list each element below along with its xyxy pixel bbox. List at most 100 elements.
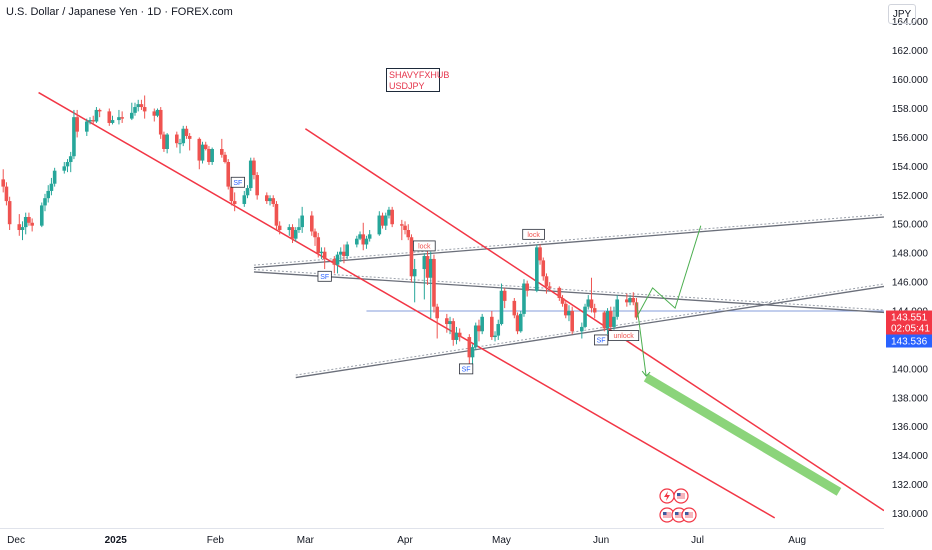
candle-body [39,205,44,226]
candle [68,151,73,173]
candle-body [75,117,79,132]
trend-line-dotted [295,283,885,376]
candle [547,282,552,291]
us-flag-icon[interactable] [681,507,697,523]
candle [75,109,79,138]
candle [117,109,121,125]
candle-body [538,247,542,261]
candle [84,118,89,136]
candle [451,318,456,346]
event-icons[interactable] [659,488,697,523]
candle [91,115,96,125]
candle-body [4,186,9,202]
candle [268,195,272,206]
drawings-front: SF SF lock SF lock SF unlock [230,176,702,377]
symbol-title[interactable]: U.S. Dollar / Japanese Yen · 1D · FOREX.… [6,6,233,18]
candle-body [400,224,404,226]
price-tick-label: 136.000 [892,422,929,433]
candle [518,311,523,333]
current-price-bg [886,310,932,335]
candle [133,102,137,116]
candle [557,286,562,301]
candle [560,295,565,307]
candle [129,102,134,121]
candle-body [274,203,279,226]
time-tick-label: Jun [593,535,609,546]
candle [586,295,591,310]
time-tick-label: Dec [7,535,25,546]
candle-body [332,258,337,265]
candle-body [162,134,166,149]
currency-button[interactable]: JPY [888,4,916,24]
candle [88,117,92,125]
time-axis[interactable]: Dec 2025 Feb Mar Apr May Jun Jul Aug [0,528,884,547]
candle [293,227,298,242]
annotation-box [608,330,640,342]
candle [380,212,385,229]
candle [538,244,542,265]
candle-body [52,170,57,184]
candle [220,138,224,158]
current-price-label: 143.551 [891,313,928,324]
candle-body [313,231,317,238]
candle [110,115,115,125]
us-flag-icon[interactable] [673,488,689,504]
candle-body [178,143,182,145]
candle [248,157,253,191]
candle-body [409,237,414,277]
candle-body [634,302,639,318]
candle [310,211,314,236]
flag-canton [663,512,667,515]
candle [200,141,205,164]
candle-body [422,256,427,270]
candle [27,212,31,226]
candle-body [541,260,546,277]
candle [454,326,459,345]
candle-body [68,156,73,163]
candle [522,279,526,317]
annotation-text: SF [233,180,242,187]
candle [490,311,494,340]
candle-body [265,195,269,202]
candle [20,221,25,241]
candle-body [631,297,636,303]
candle-body [390,209,394,225]
lightning-icon[interactable] [659,488,675,504]
candle [535,244,539,293]
price-axis[interactable]: 130.000 132.000 134.000 136.000 138.000 140.0… [884,0,932,550]
price-tick-label: 140.000 [892,364,929,375]
candle-body [342,251,346,257]
annotation-sf: SF [459,363,474,375]
candle [496,319,501,340]
candle [223,151,227,164]
candle-body [200,144,205,161]
candle [197,137,202,170]
candle-body [245,188,250,196]
candle-body [223,154,227,163]
candle-body [454,332,459,340]
annotation-box [230,176,245,188]
candle [473,322,478,351]
candle [570,306,574,335]
price-tick-label: 162.000 [892,46,929,57]
candle-body [628,297,632,303]
candle [383,212,388,231]
candle-body [592,308,597,313]
candle-body [43,198,47,206]
candle [403,221,407,235]
candle-body [133,107,137,113]
candle [46,185,51,203]
candle [400,219,404,241]
flag-canton [677,493,681,496]
candle [390,206,394,228]
candle [322,247,327,270]
candle-body [255,175,259,196]
candle [274,201,279,231]
candle-body [49,183,54,191]
price-tick-label: 130.000 [892,509,929,520]
candle [592,303,597,319]
candle-body [129,112,134,119]
